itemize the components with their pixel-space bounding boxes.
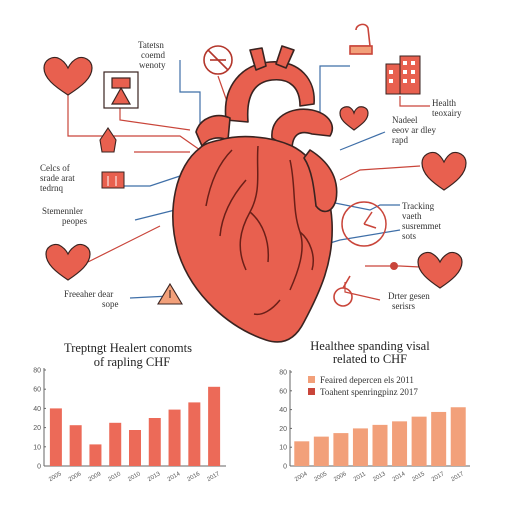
x-tick-label: 2017 [431,471,446,483]
connector-line [339,131,386,151]
bar [208,386,221,466]
bar [372,424,388,466]
heart-icon [45,243,91,281]
heart-icon [417,251,463,289]
right-bar-chart: Healthee spanding visal related to CHF F… [279,339,470,483]
bar [188,402,201,466]
connector-line [399,96,430,107]
label-right-mid: Nadeel eeov ar dley rapd [392,115,438,145]
x-tick-label: 2005 [48,471,63,483]
hospital-building-icon [385,55,421,95]
connector-line [134,209,176,221]
bar [89,444,102,466]
warning-triangle-icon [157,282,183,305]
y-tick-label: 80 [279,370,287,377]
x-tick-label: 2006 [68,471,83,483]
thermometer-icon [349,23,373,55]
connector-line [179,60,201,130]
connector-line [319,199,400,211]
bar [49,408,62,466]
bar [450,407,466,466]
calendar-icon [101,171,125,189]
connector-line [319,65,350,120]
x-tick-label: 2014 [392,471,407,483]
y-tick-label: 40 [33,406,41,413]
connector-line [339,165,421,181]
bar [69,425,82,466]
right-chart-legend: Feaired depercen els 2011 Toahent spenri… [308,375,418,397]
no-entry-icon [203,45,233,75]
left-chart-title-line1: Treptngt Healert conomts [64,341,192,355]
x-tick-label: 2009 [88,471,103,483]
label-right-tracking: Tracking vaeth susremmet sots [402,201,443,241]
anatomical-heart-illustration [172,45,338,343]
y-tick-label: 60 [33,387,41,394]
y-tick-label: 20 [279,426,287,433]
x-tick-label: 2005 [314,471,329,483]
x-tick-label: 2011 [353,471,368,483]
label-right-top: Health teoxairy [432,98,462,118]
x-tick-label: 2013 [372,471,387,483]
y-tick-label: 0 [283,464,287,471]
bar [431,411,447,466]
left-chart-title-line2: of rapling CHF [94,355,170,369]
bar [129,430,141,466]
x-tick-label: 2017 [450,471,465,483]
x-tick-label: 2004 [294,471,309,483]
left-bar-chart: Treptngt Healert conomts of rapling CHF … [33,341,226,483]
y-tick-label: 40 [279,407,287,414]
bar [352,428,368,466]
bar [109,422,122,466]
bar [313,436,329,466]
legend-entry: Toahent spenringpinz 2017 [320,387,418,397]
bar [168,409,181,466]
bar [392,421,408,466]
bar [333,433,349,466]
x-tick-label: 2015 [411,471,426,483]
x-tick-label: 2014 [167,471,182,483]
y-tick-label: 10 [33,444,41,451]
y-tick-label: 10 [279,445,287,452]
heart-icon [339,106,369,131]
legend-entry: Feaired depercen els 2011 [320,375,414,385]
hand-icon [99,127,117,153]
y-tick-label: 20 [33,425,41,432]
right-chart-title-line2: related to CHF [333,352,407,366]
y-tick-label: 0 [37,464,41,471]
x-tick-label: 2010 [107,471,122,483]
label-left-mid: Celcs of srade arat tedrnq [40,163,77,193]
y-tick-label: 80 [33,368,41,375]
x-tick-label: 2010 [127,471,142,483]
legend-swatch [308,376,315,383]
connector-lines [67,60,441,301]
bar [294,441,310,466]
label-top-center: Tatetsn coemd wenoty [138,40,167,70]
legend-swatch [308,388,315,395]
label-left-lower: Stemennler peopes [42,206,87,226]
right-chart-title-line1: Healthee spanding visal [310,339,430,353]
clock-icon [341,201,398,270]
label-right-bottom: Drter gesen serisrs [388,291,432,311]
x-tick-label: 2016 [187,471,202,483]
bar [148,418,161,466]
x-tick-label: 2017 [206,471,221,483]
x-tick-label: 2013 [147,471,162,483]
connector-line [87,225,161,263]
diagram-labels: Tatetsn coemd wenoty Health teoxairy Nad… [40,40,462,311]
hospital-building-icon [103,71,139,109]
x-tick-label: 2006 [333,471,348,483]
heart-icon [421,151,467,191]
label-left-bottom: Freeaher dear sope [64,289,119,309]
y-tick-label: 60 [279,388,287,395]
stethoscope-icon [333,275,353,307]
bar [411,416,427,466]
connector-line [67,95,201,151]
heart-icon [43,56,93,96]
